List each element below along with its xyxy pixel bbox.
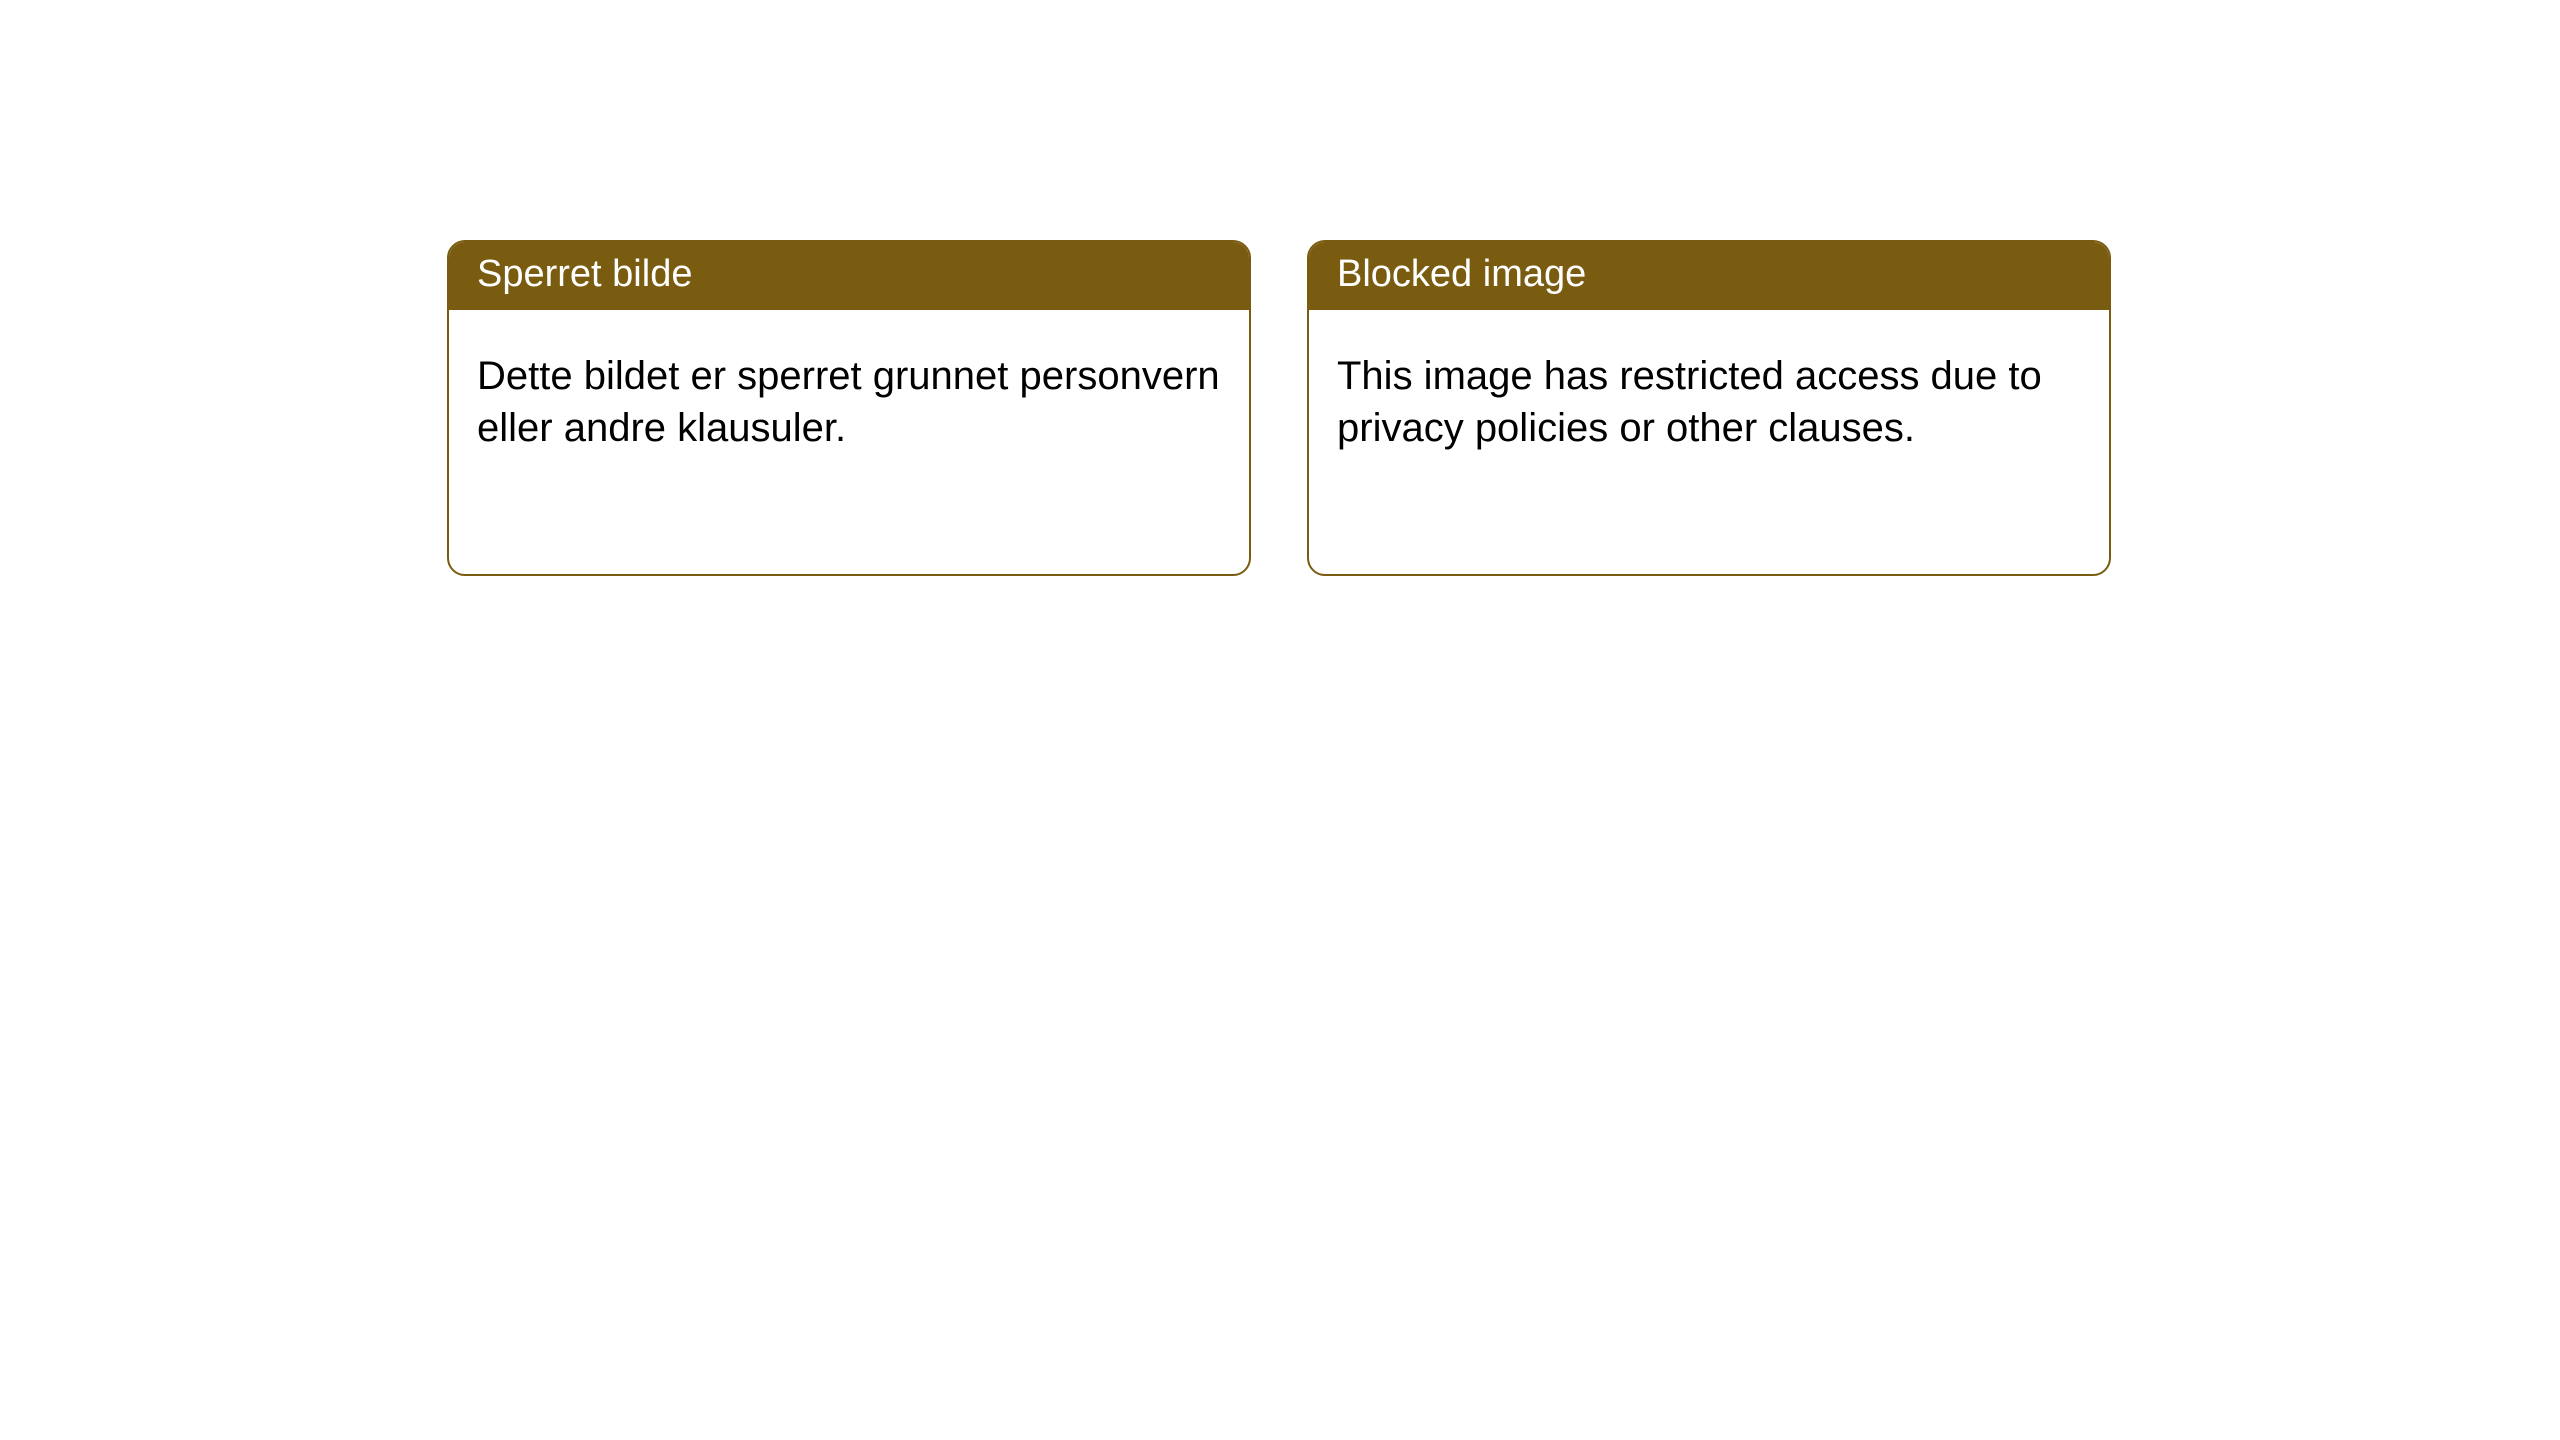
notice-container: Sperret bilde Dette bildet er sperret gr… (0, 0, 2560, 576)
notice-body-text: Dette bildet er sperret grunnet personve… (477, 354, 1220, 450)
notice-header: Sperret bilde (449, 242, 1249, 310)
notice-card-sperret: Sperret bilde Dette bildet er sperret gr… (447, 240, 1251, 576)
notice-title: Sperret bilde (477, 253, 692, 295)
notice-card-blocked: Blocked image This image has restricted … (1307, 240, 2111, 576)
notice-body: Dette bildet er sperret grunnet personve… (449, 310, 1249, 482)
notice-header: Blocked image (1309, 242, 2109, 310)
notice-body-text: This image has restricted access due to … (1337, 354, 2042, 450)
notice-title: Blocked image (1337, 253, 1586, 295)
notice-body: This image has restricted access due to … (1309, 310, 2109, 482)
